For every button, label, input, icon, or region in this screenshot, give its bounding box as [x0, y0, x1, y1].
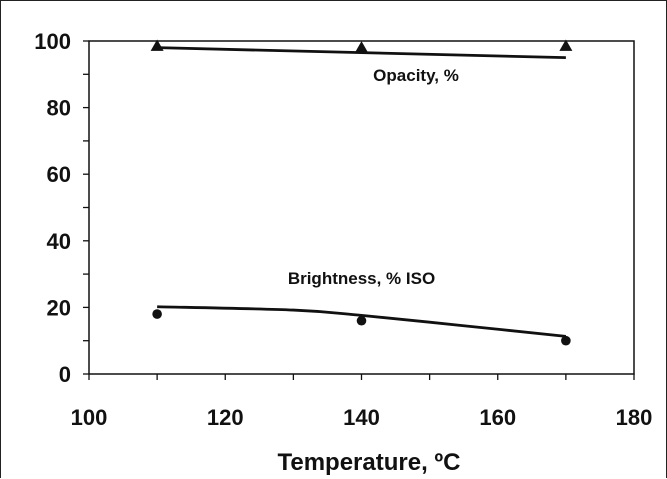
x-tick-label: 160 [479, 405, 516, 430]
y-tick-label: 40 [47, 229, 71, 254]
marker-brightness-iso [152, 309, 162, 319]
marker-opacity [355, 41, 368, 53]
series-annotation: Brightness, % ISO [288, 269, 435, 288]
marker-brightness-iso [356, 315, 367, 326]
y-tick-label: 100 [34, 29, 71, 54]
y-tick-label: 20 [47, 295, 71, 320]
series-line-brightness-iso [157, 305, 567, 338]
x-tick-label: 140 [343, 405, 380, 430]
x-axis-ticks: 100 120 140 160 180 [71, 374, 653, 430]
x-tick-label: 120 [207, 405, 244, 430]
marker-opacity [559, 39, 573, 51]
marker-brightness-iso [561, 335, 571, 346]
y-tick-label: 60 [47, 162, 71, 187]
series-annotation: Opacity, % [373, 66, 459, 85]
y-tick-label: 0 [59, 362, 71, 387]
data-markers [150, 39, 573, 346]
x-tick-label: 100 [71, 405, 108, 430]
y-axis-ticks: 0 20 40 60 80 100 [34, 29, 89, 387]
annotations: Opacity, % Brightness, % ISO [288, 66, 459, 288]
series-line-opacity [157, 46, 566, 60]
fit-lines [157, 46, 567, 338]
x-axis-title: Temperature, ºC [277, 449, 460, 476]
y-tick-label: 80 [47, 96, 71, 121]
x-tick-label: 180 [616, 405, 653, 430]
marker-opacity [150, 39, 164, 51]
